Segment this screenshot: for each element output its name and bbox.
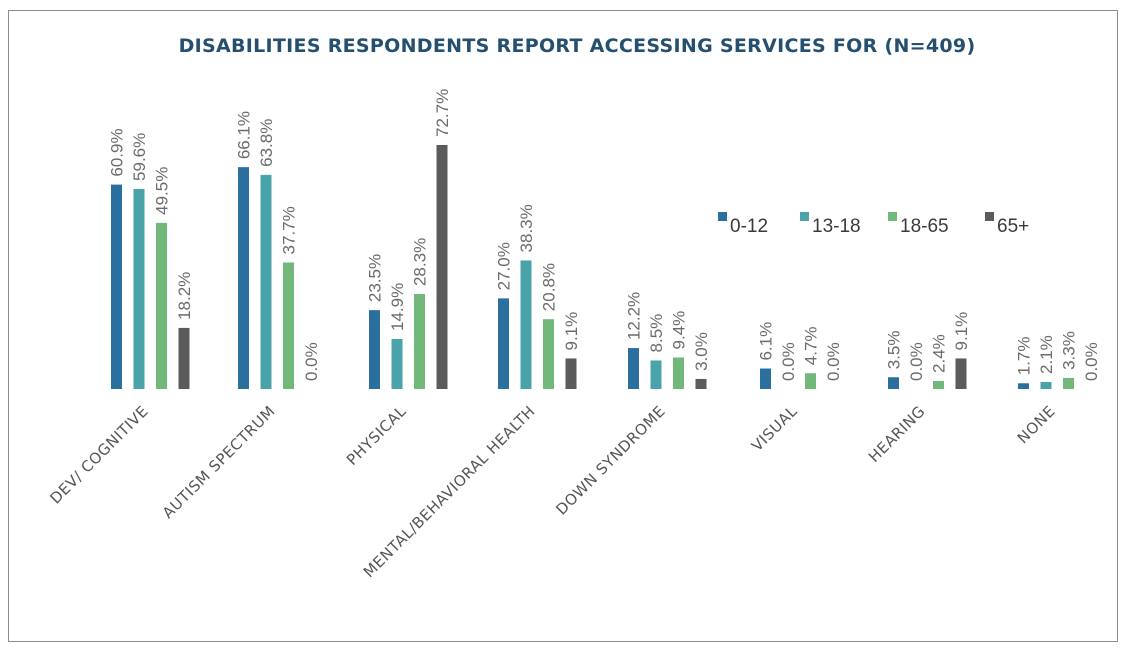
data-label-1-2: 37.7% bbox=[280, 206, 299, 254]
data-label-3-2: 20.8% bbox=[540, 263, 559, 311]
data-label-3-0: 27.0% bbox=[495, 242, 514, 290]
category-label-0: DEV/ COGNITIVE bbox=[46, 402, 151, 507]
bar-3-2 bbox=[543, 319, 554, 389]
bar-6-2 bbox=[933, 380, 944, 389]
legend-label-3: 65+ bbox=[997, 216, 1029, 237]
data-label-3-1: 38.3% bbox=[517, 204, 536, 252]
data-label-6-1: 0.0% bbox=[907, 342, 926, 381]
bar-2-0 bbox=[369, 310, 380, 389]
legend-swatch-0 bbox=[718, 212, 727, 221]
data-label-0-2: 49.5% bbox=[153, 167, 172, 215]
bar-2-2 bbox=[414, 294, 425, 389]
data-label-3-3: 9.1% bbox=[562, 312, 581, 351]
bar-2-1 bbox=[391, 338, 403, 389]
data-label-2-2: 28.3% bbox=[411, 238, 430, 286]
data-label-7-3: 0.0% bbox=[1082, 342, 1101, 381]
category-label-6: HEARING bbox=[865, 402, 929, 466]
bar-0-0 bbox=[111, 184, 122, 389]
bar-1-2 bbox=[283, 262, 294, 389]
category-label-5: VISUAL bbox=[748, 402, 801, 455]
data-label-6-0: 3.5% bbox=[885, 331, 904, 370]
data-labels-group: 60.9% 59.6%49.5%18.2%66.1% 63.8%37.7%0.0%2… bbox=[108, 89, 1102, 381]
legend-swatch-1 bbox=[800, 212, 809, 221]
category-labels-group: DEV/ COGNITIVE AUTISM SPECTRUM PHYSICALMEN… bbox=[46, 402, 1058, 581]
bar-0-2 bbox=[156, 222, 167, 389]
category-label-2: PHYSICAL bbox=[343, 402, 410, 469]
data-label-1-3: 0.0% bbox=[302, 342, 321, 381]
chart-frame bbox=[8, 10, 1118, 642]
data-label-7-0: 1.7% bbox=[1015, 337, 1034, 376]
data-label-1-0: 66.1% bbox=[235, 111, 254, 159]
data-label-2-1: 14.9% bbox=[388, 283, 407, 331]
bar-7-1 bbox=[1040, 381, 1052, 389]
category-label-4: DOWN SYNDROME bbox=[552, 402, 669, 519]
legend: 0-12 13-18 18-65 65+ bbox=[718, 212, 1029, 237]
data-label-5-3: 0.0% bbox=[824, 342, 843, 381]
data-label-1-1: 63.8% bbox=[257, 119, 276, 167]
data-label-0-1: 59.6% bbox=[130, 133, 149, 181]
bar-5-2 bbox=[805, 373, 816, 389]
bar-5-0 bbox=[760, 368, 771, 389]
bar-4-3 bbox=[695, 378, 707, 389]
legend-swatch-3 bbox=[985, 212, 994, 221]
data-label-0-3: 18.2% bbox=[175, 272, 194, 320]
data-label-5-0: 6.1% bbox=[757, 322, 776, 361]
legend-swatch-2 bbox=[888, 212, 897, 221]
chart-title: DISABILITIES RESPONDENTS REPORT ACCESSIN… bbox=[179, 35, 976, 57]
data-label-4-1: 8.5% bbox=[647, 314, 666, 353]
category-label-1: AUTISM SPECTRUM bbox=[159, 402, 279, 522]
bar-4-0 bbox=[628, 348, 639, 389]
bar-3-3 bbox=[565, 358, 577, 389]
data-label-5-1: 0.0% bbox=[779, 342, 798, 381]
bar-7-2 bbox=[1063, 377, 1074, 389]
category-label-7: NONE bbox=[1014, 402, 1059, 447]
bar-4-2 bbox=[673, 357, 684, 389]
legend-label-2: 18-65 bbox=[900, 216, 949, 237]
bar-3-1 bbox=[520, 260, 532, 389]
data-label-2-0: 23.5% bbox=[366, 254, 385, 302]
data-label-7-1: 2.1% bbox=[1037, 335, 1056, 374]
bars-group bbox=[111, 145, 1074, 389]
legend-label-1: 13-18 bbox=[812, 216, 861, 237]
bar-0-1 bbox=[133, 188, 145, 389]
bar-6-0 bbox=[888, 377, 899, 389]
bar-7-0 bbox=[1018, 383, 1029, 389]
bar-3-0 bbox=[498, 298, 509, 389]
bar-6-3 bbox=[955, 358, 967, 389]
bar-0-3 bbox=[178, 327, 190, 389]
data-label-4-2: 9.4% bbox=[670, 311, 689, 350]
data-label-6-3: 9.1% bbox=[952, 312, 971, 351]
data-label-0-0: 60.9% bbox=[108, 128, 127, 176]
bar-1-0 bbox=[238, 167, 249, 389]
data-label-7-2: 3.3% bbox=[1060, 331, 1079, 370]
legend-label-0: 0-12 bbox=[730, 216, 768, 237]
data-label-5-2: 4.7% bbox=[802, 326, 821, 365]
bar-1-1 bbox=[260, 174, 272, 389]
bar-2-3 bbox=[436, 145, 448, 389]
data-label-6-2: 2.4% bbox=[930, 334, 949, 373]
data-label-2-3: 72.7% bbox=[433, 89, 452, 137]
data-label-4-3: 3.0% bbox=[692, 332, 711, 371]
data-label-4-0: 12.2% bbox=[625, 292, 644, 340]
bar-4-1 bbox=[650, 360, 662, 389]
